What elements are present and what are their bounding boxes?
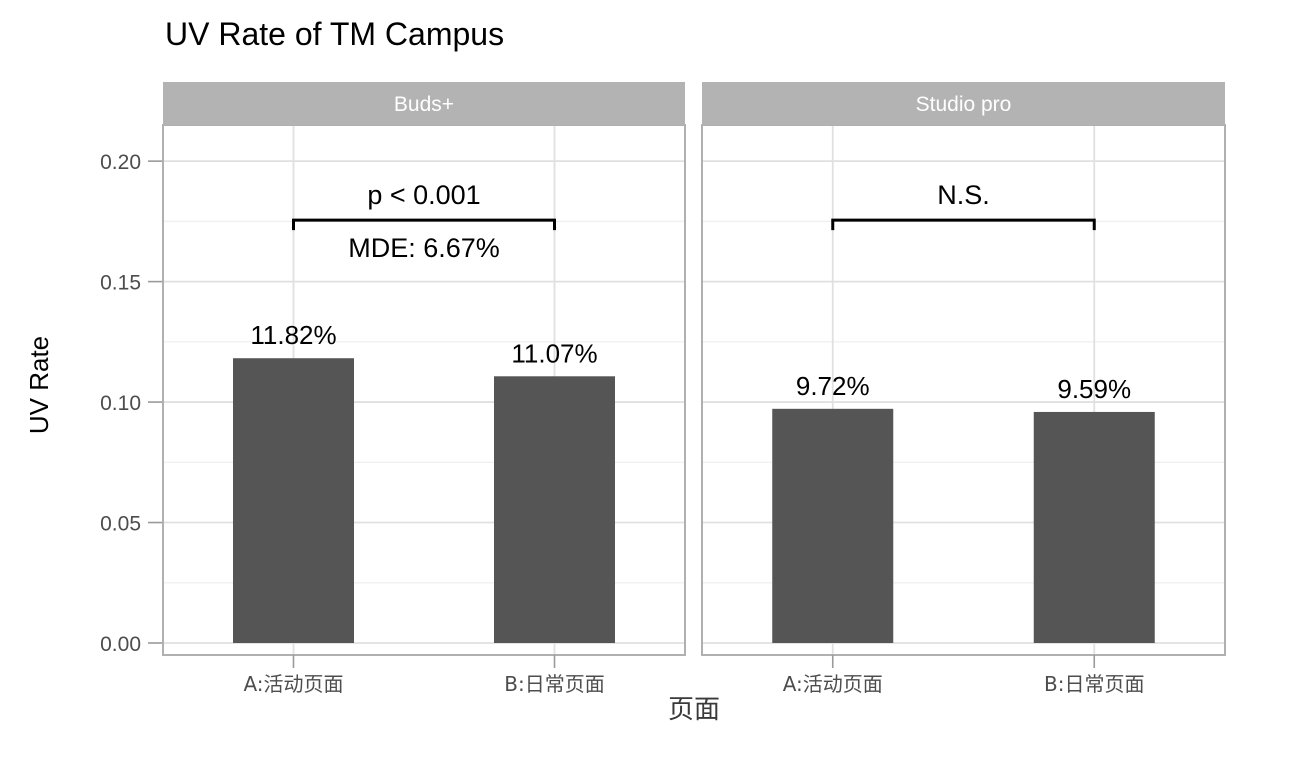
y-axis-tick-label: 0.10: [100, 392, 141, 415]
x-axis-tick-label: A:活动页面: [783, 672, 883, 696]
mde-annotation: MDE: 6.67%: [348, 233, 500, 263]
panel-strip-label: Studio pro: [916, 93, 1012, 116]
x-axis-tick-label: A:活动页面: [243, 672, 343, 696]
x-axis-title: 页面: [668, 695, 720, 725]
y-axis-tick-label: 0.00: [100, 633, 141, 656]
significance-bracket: [292, 218, 556, 231]
significance-annotation: p < 0.001: [367, 180, 480, 210]
bar: [1033, 411, 1155, 643]
panel-strip-background: [163, 82, 685, 125]
y-axis-tick-label: 0.15: [100, 272, 141, 295]
facet-panel-1: 11.82% 11.07% p < 0.001 MDE: 6.67% Buds+ A:活动…: [162, 82, 686, 696]
y-axis-title: UV Rate: [24, 336, 54, 434]
x-axis-tick-label: B:日常页面: [1044, 672, 1144, 696]
significance-annotation: N.S.: [937, 180, 990, 210]
bar-value-label: 11.82%: [250, 320, 336, 350]
panel-strip-label: Buds+: [394, 93, 454, 116]
y-axis: 0.00 0.05 0.10 0.15 0.20: [100, 151, 162, 656]
y-axis-tick-label: 0.05: [100, 513, 141, 536]
bar-value-label: 9.72%: [796, 371, 870, 401]
bar-value-label: 9.59%: [1057, 374, 1131, 404]
y-axis-tick-label: 0.20: [100, 151, 141, 174]
x-axis-tick-label: B:日常页面: [504, 672, 604, 696]
bar: [233, 358, 354, 643]
bar: [772, 408, 894, 643]
page-title: UV Rate of TM Campus: [165, 16, 504, 52]
panel-strip-background: [702, 82, 1225, 125]
bar: [494, 376, 615, 643]
significance-bracket: [831, 218, 1096, 231]
facet-panels: 11.82% 11.07% p < 0.001 MDE: 6.67% Buds+ A:活动…: [162, 82, 1226, 696]
facet-panel-2: 9.72% 9.59% N.S. Studio pro A:活动页面 B:日常页面: [701, 82, 1226, 696]
bar-value-label: 11.07%: [511, 338, 597, 368]
